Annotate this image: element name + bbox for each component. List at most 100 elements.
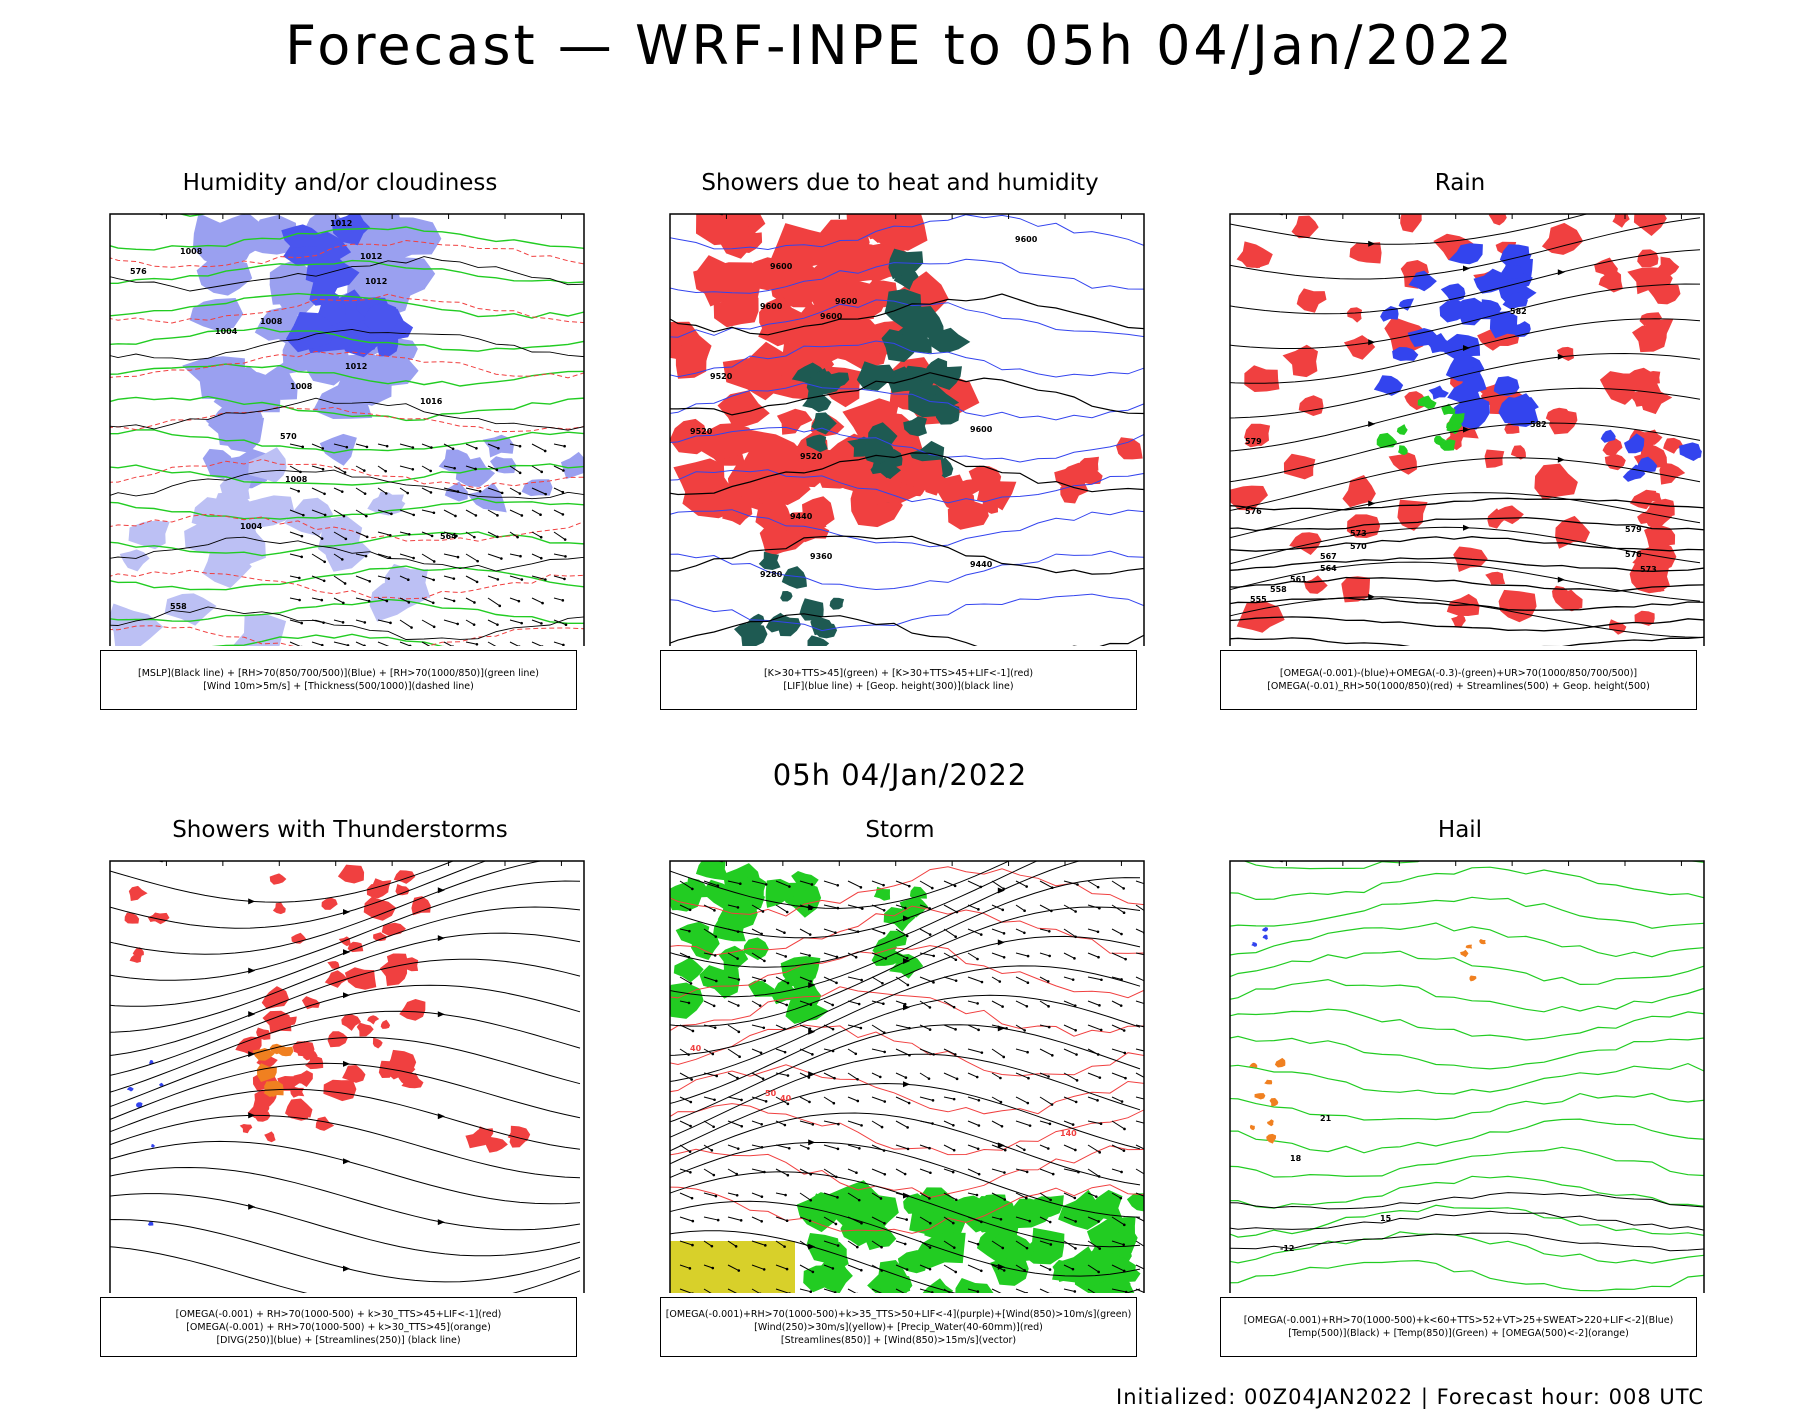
wind850-vector-head bbox=[977, 1147, 980, 1150]
wind850-vector-head bbox=[836, 1196, 839, 1199]
wind850-vector-head bbox=[906, 1268, 909, 1271]
contour-label: 558 bbox=[170, 602, 187, 611]
wind850-vector-head bbox=[931, 1122, 934, 1125]
wind850-vector-head bbox=[860, 1222, 863, 1225]
wind850-vector-head bbox=[1097, 1271, 1100, 1274]
wind850-vector-head bbox=[1075, 1101, 1078, 1104]
wind850-vector-head bbox=[1072, 978, 1075, 981]
wind-vector-head bbox=[321, 447, 324, 450]
wind850-vector-head bbox=[810, 1003, 813, 1006]
wind-vector-head bbox=[412, 446, 415, 449]
legend-line: [Wind(250)>30m/s](yellow)+ [Precip_Water… bbox=[661, 1321, 1136, 1334]
wind850-vector-head bbox=[1051, 1103, 1054, 1106]
wind-vector-head bbox=[368, 580, 371, 583]
wind850-vector-head bbox=[717, 1219, 720, 1222]
wind-vector-head bbox=[518, 600, 521, 603]
wind850-vector-head bbox=[765, 883, 768, 886]
wind850-vector-head bbox=[1051, 886, 1054, 889]
wind-vector-head bbox=[412, 557, 415, 560]
wind850-vector-head bbox=[860, 1124, 863, 1127]
wind850-vector-head bbox=[1049, 1221, 1052, 1224]
wind-vector-head bbox=[301, 446, 304, 449]
wind850-vector-head bbox=[883, 1173, 886, 1176]
wind850-vector-head bbox=[688, 956, 691, 959]
wind850-vector-head bbox=[1098, 1175, 1101, 1178]
contour-label: 9520 bbox=[800, 452, 823, 461]
contour-label: 1008 bbox=[285, 475, 308, 484]
wind850-vector-head bbox=[1121, 1100, 1124, 1103]
wind850-vector-head bbox=[1120, 933, 1123, 936]
wind-vector-head bbox=[429, 470, 432, 473]
wind850-vector-head bbox=[762, 1026, 765, 1029]
wind-vector-head bbox=[385, 492, 388, 495]
wind850-vector-head bbox=[1002, 888, 1005, 891]
wind850-vector-head bbox=[1000, 1101, 1003, 1104]
wind850-vector-head bbox=[689, 1125, 692, 1128]
country-border bbox=[1230, 206, 1417, 214]
wind850-vector-head bbox=[1123, 1128, 1126, 1131]
wind850-vector-head bbox=[762, 1077, 765, 1080]
wind850-vector-head bbox=[736, 1194, 739, 1197]
wind850-vector-head bbox=[713, 1005, 716, 1008]
contour-label: 576 bbox=[130, 267, 147, 276]
contour-label: 570 bbox=[280, 432, 297, 441]
wind850-vector-head bbox=[690, 1101, 693, 1104]
wind-vector-head bbox=[323, 492, 326, 495]
wind850-vector-head bbox=[977, 1290, 980, 1293]
wind850-vector-head bbox=[836, 884, 839, 887]
wind850-vector-head bbox=[810, 907, 813, 910]
wind850-vector-head bbox=[1047, 1075, 1050, 1078]
wind850-vector-head bbox=[735, 1245, 738, 1248]
wind850-vector-head bbox=[932, 955, 935, 958]
wind850-vector-head bbox=[1003, 956, 1006, 959]
wind850-vector-head bbox=[857, 930, 860, 933]
wind-vector-head bbox=[430, 491, 433, 494]
wind-vector-head bbox=[386, 445, 389, 448]
wind-vector-head bbox=[322, 468, 325, 471]
wind850-vector-head bbox=[736, 957, 739, 960]
wind-vector-head bbox=[320, 599, 323, 602]
wind850-vector-head bbox=[691, 888, 694, 891]
wind850-vector-head bbox=[1003, 1171, 1006, 1174]
contour-label: 579 bbox=[1625, 525, 1642, 534]
wind850-vector-head bbox=[956, 911, 959, 914]
wind-vector-head bbox=[475, 514, 478, 517]
wind850-vector-head bbox=[811, 1053, 814, 1056]
wind-vector-head bbox=[562, 513, 565, 516]
wind-vector-head bbox=[298, 577, 301, 580]
wind850-vector-head bbox=[1074, 910, 1077, 913]
wind850-vector-head bbox=[712, 1053, 715, 1056]
wind850-vector-head bbox=[787, 1174, 790, 1177]
wind-vector-head bbox=[406, 492, 409, 495]
wind850-vector-head bbox=[786, 1219, 789, 1222]
contour-label: 564 bbox=[440, 532, 457, 541]
wind850-vector-head bbox=[783, 1028, 786, 1031]
wind-vector-head bbox=[411, 468, 414, 471]
wind850-vector-head bbox=[765, 1100, 768, 1103]
contour-label: 9520 bbox=[710, 372, 733, 381]
wind850-vector-head bbox=[834, 931, 837, 934]
wind-vector-head bbox=[344, 471, 347, 474]
wind850-vector-head bbox=[1122, 1243, 1125, 1246]
country-border bbox=[670, 853, 857, 861]
wind-vector-head bbox=[496, 469, 499, 472]
contour-label: 561 bbox=[1290, 575, 1307, 584]
wind850-vector-head bbox=[763, 979, 766, 982]
contour-label: 1012 bbox=[330, 219, 352, 228]
wind850-vector-head bbox=[883, 1031, 886, 1034]
wind850-vector-head bbox=[808, 954, 811, 957]
wind-vector-head bbox=[431, 535, 434, 538]
wind-vector-head bbox=[563, 445, 566, 448]
wind850-vector-head bbox=[1049, 1268, 1052, 1271]
wind850-vector-head bbox=[835, 982, 838, 985]
wind850-vector-head bbox=[932, 1053, 935, 1056]
wind850-vector-head bbox=[711, 1245, 714, 1248]
wind-vector-head bbox=[564, 555, 567, 558]
wind850-vector-head bbox=[1029, 1124, 1032, 1127]
wind-vector-head bbox=[540, 622, 543, 625]
wind850-vector-head bbox=[929, 1171, 932, 1174]
wind850-vector-head bbox=[861, 907, 864, 910]
wind850-vector-head bbox=[784, 1124, 787, 1127]
wind-vector-head bbox=[323, 579, 326, 582]
